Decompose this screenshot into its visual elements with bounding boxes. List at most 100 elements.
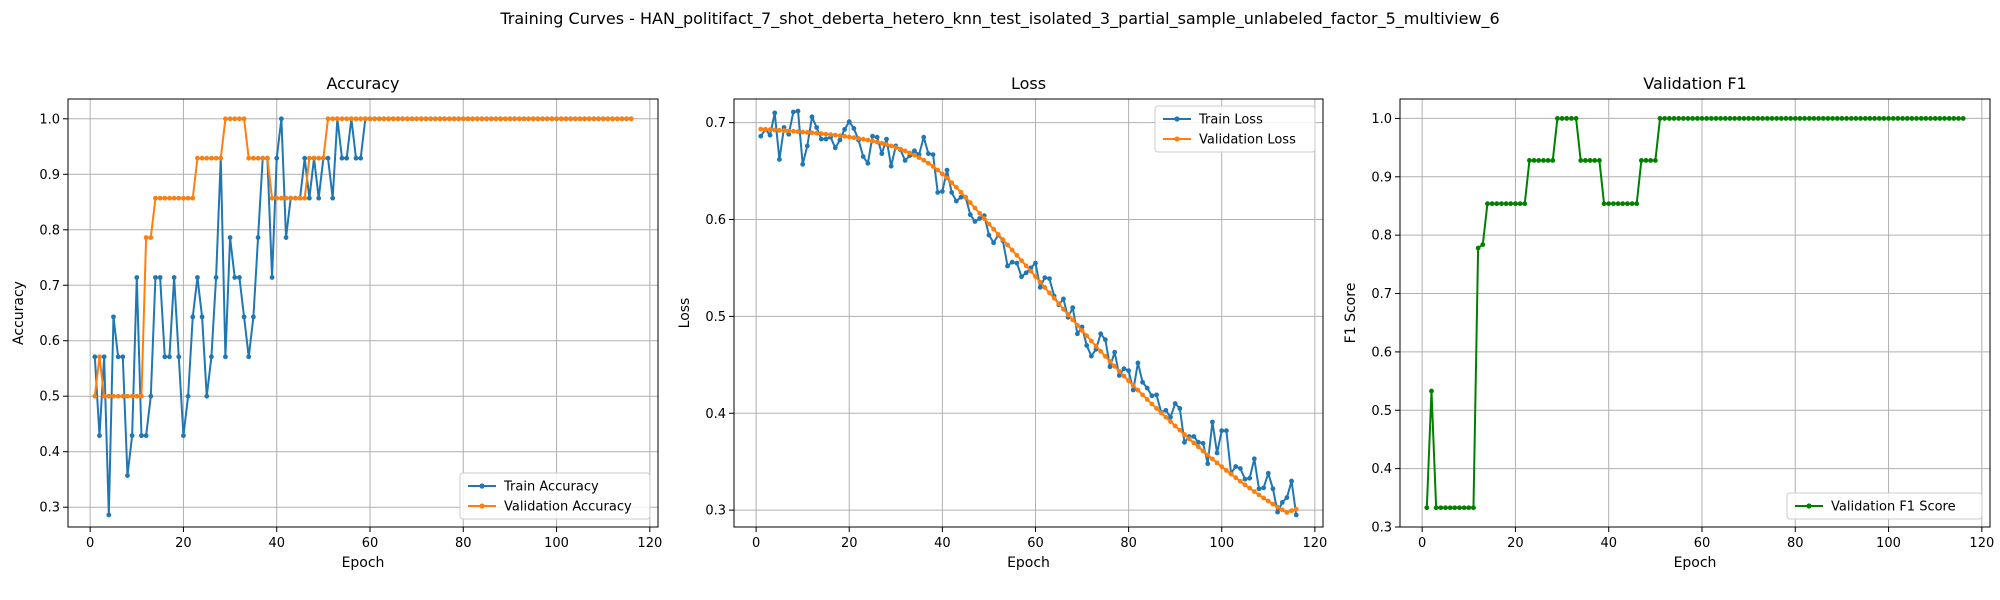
- x-tick-label: 0: [752, 536, 760, 551]
- x-tick-label: 80: [1787, 536, 1804, 551]
- y-tick-label: 1.0: [1371, 112, 1392, 127]
- data-point: [1024, 270, 1029, 275]
- data-point: [1010, 260, 1015, 265]
- data-point: [279, 116, 284, 121]
- data-point: [1201, 449, 1206, 454]
- data-point: [1550, 158, 1555, 163]
- data-point: [209, 354, 214, 359]
- data-point: [1163, 408, 1168, 413]
- data-point: [1098, 349, 1103, 354]
- data-point: [987, 222, 992, 227]
- data-point: [1527, 158, 1532, 163]
- data-point: [1024, 263, 1029, 268]
- data-point: [1247, 476, 1252, 481]
- data-point: [1462, 505, 1467, 510]
- data-point: [209, 156, 214, 161]
- data-point: [405, 116, 410, 121]
- data-point: [587, 116, 592, 121]
- x-tick-label: 20: [841, 536, 858, 551]
- data-point: [1658, 116, 1663, 121]
- data-point: [158, 196, 163, 201]
- data-point: [1154, 406, 1159, 411]
- y-tick-label: 0.8: [1371, 229, 1392, 244]
- data-point: [363, 116, 368, 121]
- data-point: [1588, 158, 1593, 163]
- data-point: [1728, 116, 1733, 121]
- x-tick-label: 20: [175, 536, 192, 551]
- data-point: [475, 116, 480, 121]
- legend: Validation F1 Score: [1787, 493, 1982, 519]
- data-point: [1700, 116, 1705, 121]
- data-point: [987, 233, 992, 238]
- data-point: [1243, 482, 1248, 487]
- data-point: [106, 394, 111, 399]
- data-point: [111, 314, 116, 319]
- data-point: [232, 275, 237, 280]
- data-point: [819, 131, 824, 136]
- data-point: [386, 116, 391, 121]
- data-point: [1168, 419, 1173, 424]
- data-point: [139, 394, 144, 399]
- data-point: [1196, 445, 1201, 450]
- data-point: [1033, 261, 1038, 266]
- data-point: [912, 153, 917, 158]
- data-point: [838, 138, 843, 143]
- data-point: [1429, 389, 1434, 394]
- x-tick-label: 0: [86, 536, 94, 551]
- data-point: [302, 196, 307, 201]
- data-point: [856, 136, 861, 141]
- data-point: [1522, 201, 1527, 206]
- data-point: [977, 216, 982, 221]
- data-point: [1280, 500, 1285, 505]
- data-point: [1294, 513, 1299, 518]
- data-point: [1499, 201, 1504, 206]
- data-point: [786, 129, 791, 134]
- data-point: [1513, 201, 1518, 206]
- y-tick-label: 0.3: [705, 504, 726, 519]
- data-point: [1285, 495, 1290, 500]
- data-point: [1555, 116, 1560, 121]
- data-point: [1895, 116, 1900, 121]
- data-point: [125, 473, 130, 478]
- data-point: [852, 135, 857, 140]
- data-point: [1574, 116, 1579, 121]
- data-point: [629, 116, 634, 121]
- data-point: [1592, 158, 1597, 163]
- data-point: [186, 196, 191, 201]
- data-point: [1061, 307, 1066, 312]
- data-point: [237, 116, 242, 121]
- data-point: [568, 116, 573, 121]
- data-point: [344, 156, 349, 161]
- data-point: [1182, 440, 1187, 445]
- data-point: [144, 433, 149, 438]
- data-point: [522, 116, 527, 121]
- data-point: [1191, 434, 1196, 439]
- y-tick-label: 0.8: [39, 223, 60, 238]
- data-point: [758, 127, 763, 132]
- data-point: [1457, 505, 1462, 510]
- data-point: [120, 354, 125, 359]
- data-point: [1140, 380, 1145, 385]
- data-point: [852, 126, 857, 131]
- data-point: [1014, 261, 1019, 266]
- data-point: [424, 116, 429, 121]
- data-point: [494, 116, 499, 121]
- data-point: [176, 354, 181, 359]
- data-point: [1779, 116, 1784, 121]
- data-point: [1686, 116, 1691, 121]
- data-point: [414, 116, 419, 121]
- data-point: [968, 200, 973, 205]
- data-point: [1289, 508, 1294, 513]
- data-point: [186, 394, 191, 399]
- data-point: [1751, 116, 1756, 121]
- legend-swatch-marker: [1174, 116, 1179, 121]
- data-point: [1961, 116, 1966, 121]
- data-point: [1490, 201, 1495, 206]
- data-point: [1653, 158, 1658, 163]
- data-point: [805, 130, 810, 135]
- data-point: [1606, 201, 1611, 206]
- y-tick-label: 0.9: [39, 168, 60, 183]
- data-point: [1443, 505, 1448, 510]
- data-point: [1634, 201, 1639, 206]
